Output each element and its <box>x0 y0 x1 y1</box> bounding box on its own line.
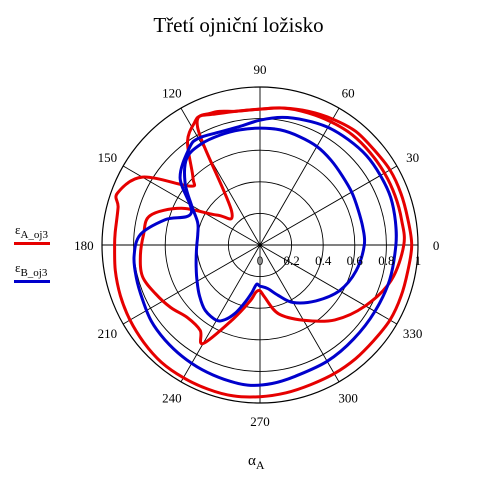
angle-tick-label: 90 <box>254 62 267 77</box>
grid-spoke <box>180 107 261 246</box>
grid-spoke <box>180 244 261 383</box>
chart-title: Třetí ojniční ložisko <box>153 13 324 37</box>
grid-spoke <box>259 165 398 246</box>
radial-tick-label: 0 <box>257 253 264 268</box>
angle-tick-label: 0 <box>433 238 440 253</box>
series-line-3 <box>132 115 398 387</box>
angle-tick-label: 120 <box>162 85 182 100</box>
legend-swatch-a <box>14 242 50 245</box>
legend-label-a: εA_oj3 <box>15 222 48 241</box>
legend-item-a: εA_oj3 <box>14 222 74 260</box>
legend-swatch-b <box>14 280 50 283</box>
radial-tick-label: 1 <box>415 253 422 268</box>
angle-tick-label: 270 <box>250 414 270 429</box>
polar-grid <box>101 86 419 404</box>
angle-tick-label: 300 <box>338 391 358 406</box>
radial-tick-label: 0.4 <box>315 253 332 268</box>
angle-tick-label: 330 <box>403 326 423 341</box>
legend-item-b: εB_oj3 <box>14 260 74 298</box>
angle-tick-label: 180 <box>74 238 94 253</box>
radial-tick-label: 0.8 <box>378 253 394 268</box>
legend: εA_oj3 εB_oj3 <box>14 222 74 298</box>
radial-tick-label: 0.6 <box>347 253 364 268</box>
angle-tick-label: 150 <box>98 150 118 165</box>
radial-tick-label: 0.2 <box>283 253 299 268</box>
grid-spoke <box>259 107 340 246</box>
angle-tick-label: 240 <box>162 391 182 406</box>
x-axis-label: αA <box>248 453 265 472</box>
angle-tick-label: 30 <box>406 150 419 165</box>
tick-labels: 0 30 60 90 120 150 180 210 240 270 300 330 0 0.2 0.4 0.… <box>74 62 439 429</box>
angle-tick-label: 210 <box>98 326 118 341</box>
grid-spoke <box>259 244 340 383</box>
series-line-2 <box>138 106 406 346</box>
series-line-4 <box>183 126 367 323</box>
series-line-1 <box>113 106 414 399</box>
angle-tick-label: 60 <box>342 85 355 100</box>
series-layer <box>113 106 414 399</box>
legend-label-b: εB_oj3 <box>15 260 48 279</box>
